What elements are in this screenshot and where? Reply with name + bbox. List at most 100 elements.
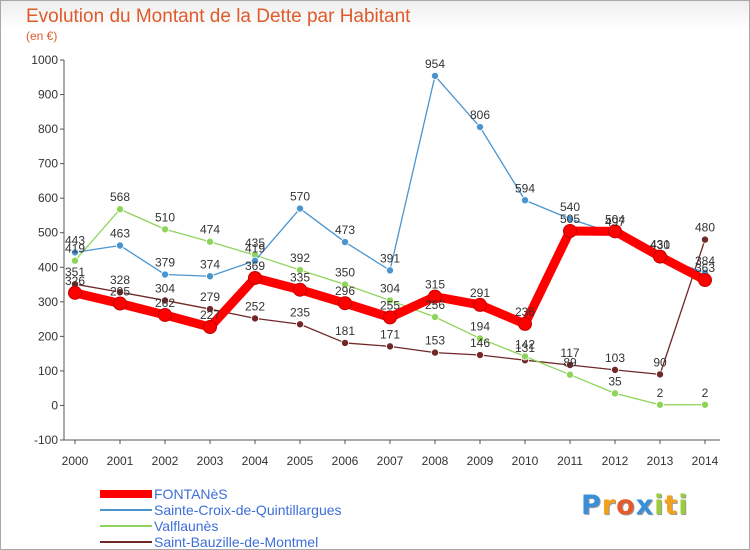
data-label: 90 (653, 355, 667, 369)
data-label: 295 (110, 285, 130, 299)
series-3-point (295, 320, 304, 329)
data-label: 117 (560, 346, 579, 360)
series-1-point (430, 71, 439, 80)
data-label: 473 (335, 223, 355, 237)
data-label: 540 (560, 200, 580, 214)
data-label: 131 (515, 341, 535, 355)
data-label: 335 (290, 271, 310, 285)
y-tick-label: 0 (51, 398, 58, 412)
series-3-point (340, 338, 349, 347)
series-3-point (160, 296, 169, 305)
data-label: 431 (650, 238, 670, 252)
logo-letter: x (635, 490, 655, 521)
series-2-point (566, 370, 575, 379)
data-label: 304 (380, 281, 400, 295)
series-2-point (656, 400, 665, 409)
x-tick-label: 2010 (512, 454, 539, 468)
series-0-point (338, 296, 352, 311)
data-label: 256 (425, 298, 445, 312)
x-tick-label: 2000 (62, 454, 89, 468)
series-3-point (701, 235, 710, 244)
y-tick-label: 900 (38, 88, 58, 102)
data-label: 430 (650, 238, 670, 252)
series-0-point (518, 316, 532, 331)
legend-label: Sainte-Croix-de-Quintillargues (154, 502, 342, 518)
series-1-point (340, 238, 349, 247)
logo-letter: o (616, 490, 636, 521)
data-label: 89 (563, 356, 577, 370)
data-label: 227 (200, 308, 220, 322)
logo-letter: i (678, 490, 689, 521)
data-label: 236 (515, 305, 535, 319)
data-label: 103 (605, 351, 625, 365)
series-2-point (521, 352, 530, 361)
x-tick-label: 2003 (197, 454, 224, 468)
data-label: 568 (110, 190, 130, 204)
data-label: 279 (200, 290, 220, 304)
x-tick-label: 2008 (422, 454, 449, 468)
series-3-point (656, 370, 665, 379)
logo-letter: i (654, 490, 665, 521)
y-tick-label: 500 (38, 226, 58, 240)
series-2-point (71, 256, 80, 265)
data-label: 35 (608, 374, 622, 388)
data-label: 419 (245, 242, 265, 256)
logo-letter: P (581, 490, 602, 521)
legend-swatch (100, 525, 152, 527)
series-3-point (205, 305, 214, 314)
data-label: 369 (245, 259, 265, 273)
series-3-point (250, 314, 259, 323)
data-label: 262 (155, 296, 175, 310)
series-2-point (385, 296, 394, 305)
data-label: 328 (110, 273, 130, 287)
y-tick-label: 700 (38, 157, 58, 171)
data-label: 171 (380, 327, 400, 341)
data-label: 315 (425, 278, 445, 292)
logo-letter: t (664, 490, 679, 521)
y-tick-label: 800 (38, 122, 58, 136)
data-label: 435 (245, 236, 265, 250)
series-0-point (563, 224, 577, 238)
chart-title: Evolution du Montant de la Dette par Hab… (26, 6, 411, 27)
data-label: 2 (702, 386, 709, 400)
data-label: 252 (245, 299, 265, 313)
chart-unit: (en €) (26, 29, 58, 43)
x-tick-label: 2001 (107, 454, 134, 468)
data-label: 291 (470, 286, 490, 300)
legend-swatch (100, 509, 152, 511)
data-label: 2 (657, 386, 664, 400)
data-label: 806 (470, 108, 490, 122)
series-3-point (475, 351, 484, 360)
data-label: 463 (110, 227, 130, 241)
data-label: 351 (65, 265, 85, 279)
series-3-point (430, 348, 439, 357)
series-1-point (521, 196, 530, 205)
x-tick-label: 2007 (377, 454, 404, 468)
x-tick-label: 2004 (242, 454, 269, 468)
data-label: 497 (605, 215, 625, 229)
series-2-point (611, 389, 620, 398)
y-tick-label: 200 (38, 329, 58, 343)
series-2-point (340, 280, 349, 289)
x-tick-label: 2013 (647, 454, 674, 468)
data-label: 594 (515, 181, 535, 195)
data-label: 954 (425, 57, 445, 71)
y-tick-label: 600 (38, 191, 58, 205)
data-label: 146 (470, 336, 490, 350)
series-0-point (698, 273, 712, 288)
data-label: 255 (380, 298, 400, 312)
series-0-point (203, 320, 217, 335)
series-1-point (250, 256, 259, 265)
data-label: 379 (155, 256, 175, 270)
proxiti-logo: Proxiti (581, 490, 689, 521)
x-tick-label: 2002 (152, 454, 179, 468)
data-label: 363 (695, 261, 715, 275)
data-label: 480 (695, 221, 715, 235)
series-line-1 (74, 75, 706, 277)
series-2-point (701, 400, 710, 409)
y-tick-label: -100 (34, 433, 58, 447)
legend-swatch (100, 490, 152, 498)
series-3-point (566, 361, 575, 370)
